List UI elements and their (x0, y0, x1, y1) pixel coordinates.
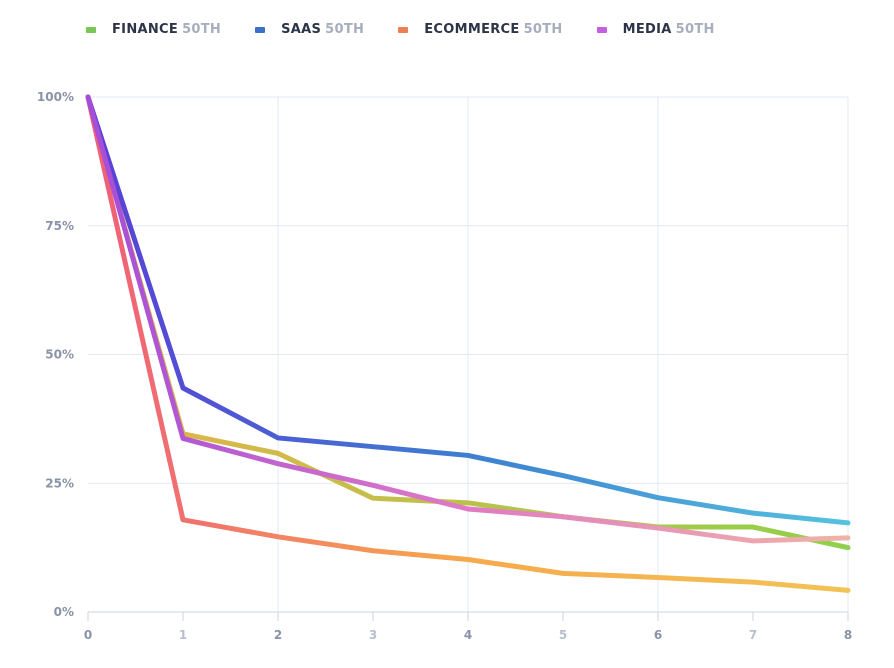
series-line-media (85, 94, 851, 544)
legend-label-media: MEDIA (622, 22, 672, 37)
legend-item-ecommerce[interactable]: ECOMMERCE 50TH (398, 22, 562, 37)
x-tick-label: 2 (274, 628, 282, 642)
legend-swatch-saas (255, 26, 266, 33)
legend-label-finance: FINANCE (112, 22, 179, 37)
x-tick-label: 7 (749, 628, 757, 642)
y-tick-label: 25% (45, 476, 74, 490)
legend-suffix-finance: 50TH (182, 22, 222, 37)
legend-swatch-finance (86, 26, 96, 33)
x-tick-label: 6 (654, 628, 662, 642)
x-tick-label: 5 (559, 628, 567, 642)
grid-layer (88, 96, 849, 613)
axis-layer: 0% 25% 50% 75% 100% 0 1 2 3 4 5 6 7 8 (37, 90, 852, 642)
y-tick-label: 75% (45, 219, 74, 233)
y-tick-label: 100% (37, 90, 74, 104)
y-tick-label: 50% (45, 348, 74, 362)
legend-item-finance[interactable]: FINANCE 50TH (86, 22, 221, 37)
x-tick-label: 3 (369, 628, 377, 642)
x-tick-label: 1 (179, 628, 187, 642)
series-line-finance (85, 94, 851, 551)
x-tick-label: 8 (844, 628, 852, 642)
legend-label-saas: SAAS (281, 22, 322, 37)
y-tick-label: 0% (54, 605, 74, 619)
legend-item-saas[interactable]: SAAS 50TH (255, 22, 364, 37)
legend-suffix-saas: 50TH (325, 22, 365, 37)
legend-suffix-media: 50TH (675, 22, 715, 37)
legend-item-media[interactable]: MEDIA 50TH (596, 22, 715, 37)
legend-suffix-ecommerce: 50TH (523, 22, 563, 37)
legend-swatch-ecommerce (398, 26, 409, 33)
series-line-saas (85, 94, 851, 526)
x-tick-label: 0 (84, 628, 92, 642)
x-tick-label: 4 (464, 628, 472, 642)
series-layer (85, 94, 851, 593)
legend-label-ecommerce: ECOMMERCE (424, 22, 520, 37)
legend: FINANCE 50TH SAAS 50TH ECOMMERCE 50TH ME… (86, 22, 715, 37)
series-line-ecommerce (85, 94, 851, 593)
legend-swatch-media (596, 26, 607, 33)
